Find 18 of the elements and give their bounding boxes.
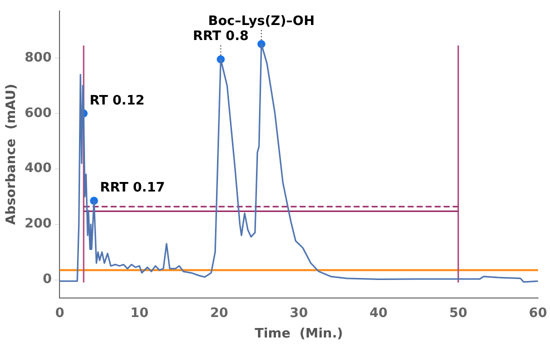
annotation: RRT 0.17 <box>100 180 165 196</box>
y-tick-label: 800 <box>24 50 52 66</box>
y-tick-label: 200 <box>24 216 52 232</box>
x-tick-label: 30 <box>290 306 308 321</box>
annotation: RRT 0.8 <box>192 29 249 44</box>
x-tick-label: 0 <box>55 306 64 321</box>
x-tick-label: 60 <box>528 306 547 321</box>
y-tick-label: 600 <box>24 106 52 121</box>
x-tick-label: 10 <box>130 306 148 321</box>
x-tick-label: 50 <box>449 306 468 321</box>
y-tick-label: 400 <box>24 161 52 176</box>
x-axis-title: Time (Min.) <box>254 326 343 342</box>
y-tick-label: 0 <box>42 272 52 288</box>
annotation: RT 0.12 <box>90 93 145 108</box>
x-tick-label: 20 <box>210 306 228 321</box>
y-axis-title: Absorbance (mAU) <box>4 84 20 225</box>
x-tick-label: 40 <box>370 306 388 321</box>
annotation: Boc–Lys(Z)–OH <box>208 14 315 29</box>
